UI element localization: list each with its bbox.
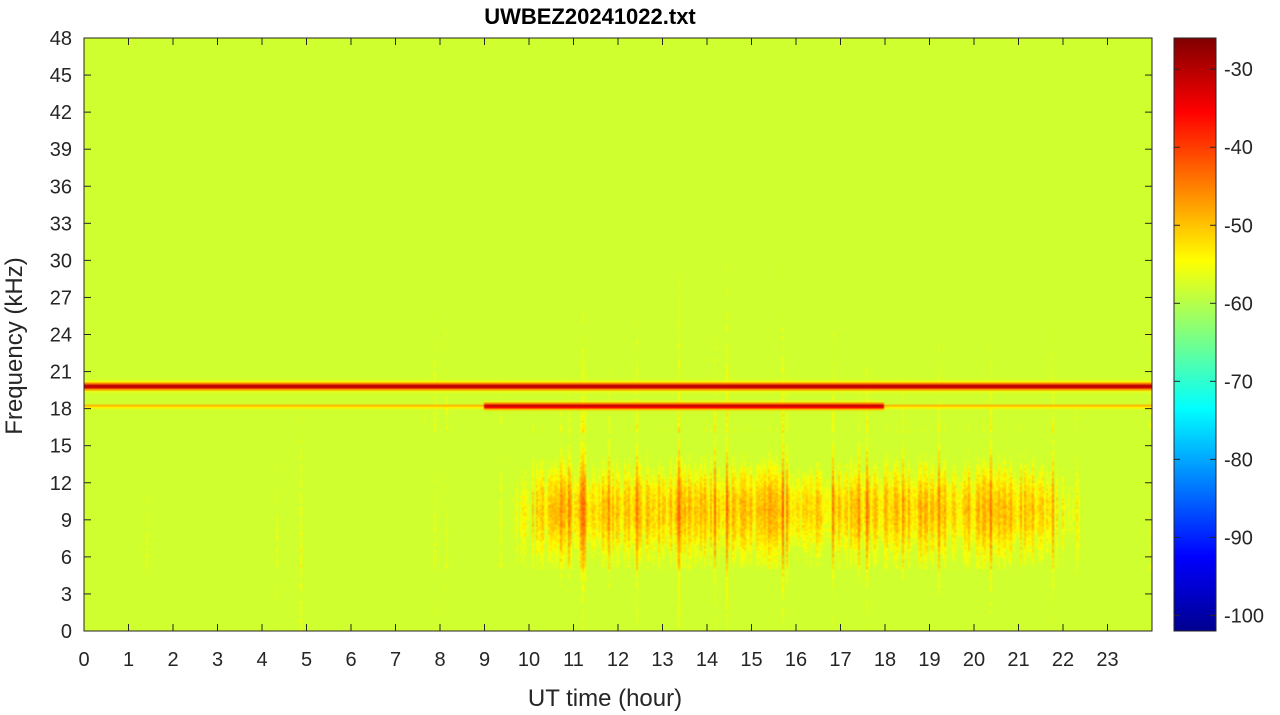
x-axis-label: UT time (hour) — [528, 685, 682, 712]
y-tick-label: 18 — [50, 399, 72, 421]
x-tick-label: 10 — [518, 649, 540, 671]
y-tick-label: 0 — [61, 621, 72, 643]
spectrogram-heatmap — [84, 38, 1152, 631]
colorbar-tick-label: -60 — [1224, 293, 1253, 315]
x-tick-label: 20 — [963, 649, 985, 671]
x-tick-label: 17 — [829, 649, 851, 671]
y-tick-label: 33 — [50, 213, 72, 235]
colorbar-gradient — [1174, 38, 1216, 631]
y-tick-label: 48 — [50, 28, 72, 50]
x-tick-label: 22 — [1052, 649, 1074, 671]
colorbar-tick-label: -40 — [1224, 137, 1253, 159]
colorbar-tick-label: -70 — [1224, 371, 1253, 393]
x-tick-label: 9 — [479, 649, 490, 671]
plot-area — [84, 38, 1152, 631]
x-tick-label: 16 — [785, 649, 807, 671]
y-tick-label: 6 — [61, 547, 72, 569]
x-tick-label: 5 — [301, 649, 312, 671]
y-tick-label: 27 — [50, 287, 72, 309]
colorbar-tick-label: -90 — [1224, 527, 1253, 549]
y-tick-label: 36 — [50, 176, 72, 198]
y-tick-label: 24 — [50, 325, 72, 347]
x-tick-label: 15 — [740, 649, 762, 671]
x-tick-label: 21 — [1007, 649, 1029, 671]
colorbar-tick-label: -30 — [1224, 59, 1253, 81]
x-tick-label: 1 — [123, 649, 134, 671]
chart-title: UWBEZ20241022.txt — [484, 4, 696, 29]
y-axis-label: Frequency (kHz) — [1, 257, 28, 434]
y-tick-label: 15 — [50, 436, 72, 458]
y-tick-label: 39 — [50, 139, 72, 161]
y-tick-label: 3 — [61, 584, 72, 606]
colorbar-tick-label: -80 — [1224, 449, 1253, 471]
x-tick-label: 11 — [563, 649, 584, 671]
x-tick-label: 12 — [607, 649, 629, 671]
x-tick-label: 2 — [167, 649, 178, 671]
x-axis: 0 1 2 3 4 5 6 7 8 9 10 11 12 13 14 15 16 17 18 19 20 21 22 23 — [78, 38, 1119, 671]
colorbar-frame — [1173, 37, 1217, 632]
y-tick-label: 30 — [50, 250, 72, 272]
x-tick-label: 7 — [390, 649, 401, 671]
y-tick-label: 9 — [61, 510, 72, 532]
x-tick-label: 13 — [651, 649, 673, 671]
colorbar-tick-label: -100 — [1224, 605, 1264, 627]
colorbar: -30 -40 -50 -60 -70 -80 -90 -100 — [1173, 37, 1264, 632]
x-tick-label: 19 — [918, 649, 940, 671]
y-tick-label: 12 — [50, 473, 72, 495]
x-tick-label: 18 — [874, 649, 896, 671]
y-tick-label: 21 — [50, 362, 72, 384]
x-tick-label: 14 — [696, 649, 718, 671]
y-tick-label: 42 — [50, 102, 72, 124]
x-tick-label: 8 — [434, 649, 445, 671]
x-tick-label: 6 — [345, 649, 356, 671]
x-tick-label: 0 — [78, 649, 89, 671]
colorbar-tick-label: -50 — [1224, 215, 1253, 237]
colorbar-ticks: -30 -40 -50 -60 -70 -80 -90 -100 — [1174, 59, 1264, 627]
x-tick-label: 4 — [256, 649, 267, 671]
x-tick-label: 23 — [1096, 649, 1118, 671]
x-tick-label: 3 — [212, 649, 223, 671]
y-tick-label: 45 — [50, 65, 72, 87]
